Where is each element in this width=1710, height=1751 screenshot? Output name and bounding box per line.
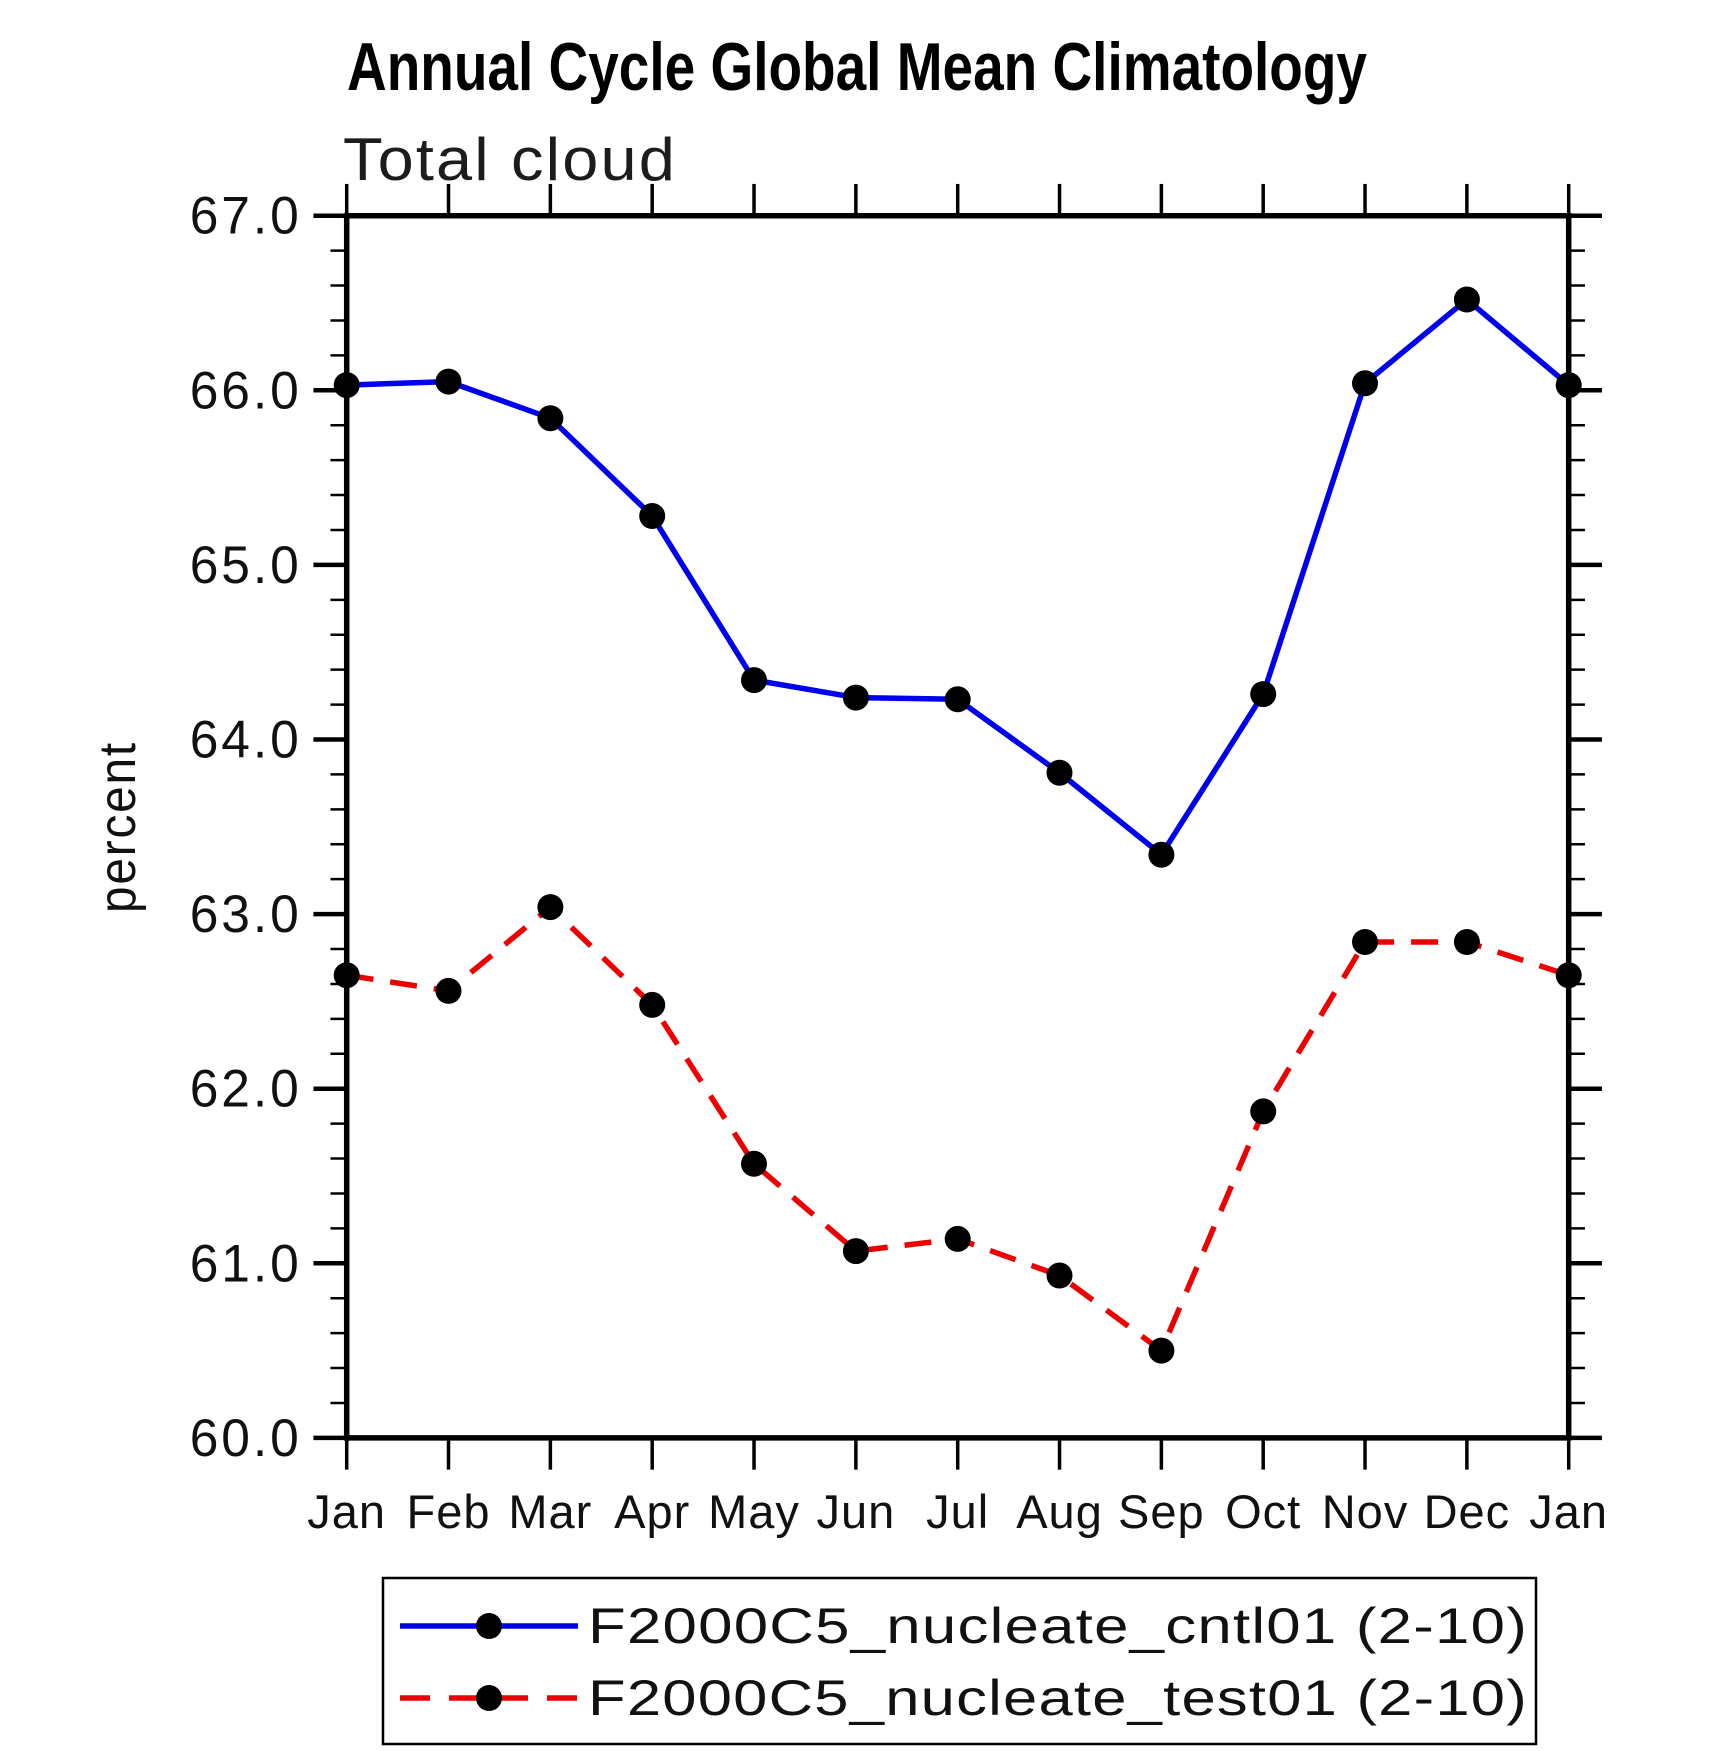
legend-label-0: F2000C5_nucleate_cntl01 (2-10) bbox=[588, 1598, 1528, 1654]
series-0-marker bbox=[842, 684, 869, 711]
y-tick-label: 63.0 bbox=[190, 885, 302, 944]
chart-subtitle: Total cloud bbox=[343, 126, 677, 193]
chart-title: Annual Cycle Global Mean Climatology bbox=[347, 29, 1367, 105]
series-0-marker bbox=[537, 405, 564, 432]
series-1-marker bbox=[435, 977, 462, 1004]
x-tick-label: Nov bbox=[1322, 1485, 1409, 1538]
legend-label-1: F2000C5_nucleate_test01 (2-10) bbox=[588, 1670, 1528, 1726]
series-1-marker bbox=[333, 962, 360, 989]
series-line-1 bbox=[346, 904, 1570, 1354]
series-0-marker bbox=[435, 368, 462, 395]
series-1-marker bbox=[1046, 1262, 1073, 1289]
series-1-marker bbox=[639, 991, 666, 1018]
y-tick-label: 66.0 bbox=[190, 361, 302, 420]
series-0-marker bbox=[639, 503, 666, 529]
legend-box bbox=[381, 1576, 1538, 1746]
y-tick-label: 61.0 bbox=[190, 1234, 302, 1293]
x-tick-label: May bbox=[708, 1485, 800, 1538]
series-0-marker bbox=[1453, 286, 1480, 313]
series-1-marker bbox=[1555, 962, 1582, 989]
x-tick-label: Jan bbox=[1529, 1485, 1608, 1538]
y-tick-label: 64.0 bbox=[190, 711, 302, 770]
series-0-marker bbox=[1148, 841, 1175, 868]
x-tick-label: Jan bbox=[307, 1485, 386, 1538]
legend-marker-0 bbox=[476, 1613, 502, 1639]
y-axis-label: percent bbox=[89, 741, 147, 913]
series-0-marker bbox=[944, 686, 971, 713]
series-0-marker bbox=[333, 372, 360, 399]
series-1-marker bbox=[842, 1238, 869, 1265]
series-1-marker bbox=[1148, 1337, 1175, 1364]
series-line-0 bbox=[346, 296, 1571, 858]
plot-axes: 60.0 61.0 62.0 63.0 64.0 65.0 66.0 67.0 Jan Feb Ma… bbox=[190, 183, 1608, 1538]
series-1-marker bbox=[1250, 1098, 1277, 1125]
series-1-marker bbox=[944, 1225, 971, 1252]
x-tick-label: Apr bbox=[614, 1485, 690, 1538]
series-1-marker bbox=[741, 1150, 767, 1177]
x-tick-label: Oct bbox=[1225, 1485, 1301, 1538]
x-tick-label: Feb bbox=[407, 1485, 491, 1538]
series-0-marker bbox=[741, 667, 767, 694]
y-tick-label: 62.0 bbox=[190, 1060, 302, 1119]
series-0-marker bbox=[1250, 681, 1277, 708]
series-0-marker bbox=[1352, 370, 1378, 397]
chart-legend: F2000C5_nucleate_cntl01 (2-10) F2000C5_nu… bbox=[381, 1576, 1538, 1746]
x-tick-label: Aug bbox=[1016, 1485, 1103, 1538]
x-tick-label: Jun bbox=[816, 1485, 895, 1538]
y-tick-label: 60.0 bbox=[190, 1409, 302, 1468]
x-tick-label: Dec bbox=[1424, 1485, 1511, 1538]
x-tick-label: Mar bbox=[508, 1485, 592, 1538]
series-1-marker bbox=[537, 894, 564, 921]
x-tick-label: Sep bbox=[1118, 1485, 1205, 1538]
legend-marker-1 bbox=[476, 1685, 502, 1711]
data-series bbox=[333, 286, 1582, 1364]
series-1-marker bbox=[1352, 929, 1378, 955]
x-tick-label: Jul bbox=[926, 1485, 989, 1538]
series-0-marker bbox=[1046, 759, 1073, 786]
series-1-marker bbox=[1453, 929, 1480, 955]
y-tick-label: 67.0 bbox=[190, 187, 302, 246]
series-0-marker bbox=[1555, 372, 1582, 399]
y-tick-label: 65.0 bbox=[190, 536, 302, 595]
